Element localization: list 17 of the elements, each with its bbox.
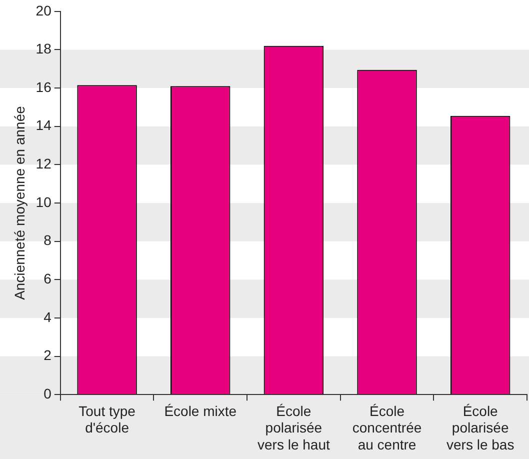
x-tick-label: École polarisée vers le bas	[446, 402, 514, 452]
y-tick-label: 10	[36, 194, 52, 210]
y-axis-title: Ancienneté moyenne en année	[11, 106, 28, 300]
y-tick-label: 8	[44, 232, 52, 248]
y-tick-label: 2	[44, 347, 52, 364]
y-tick-label: 6	[44, 270, 52, 286]
y-tick-label: 12	[36, 156, 52, 172]
y-tick-label: 18	[36, 40, 52, 57]
y-tick-label: 4	[44, 308, 52, 325]
x-tick-label: Tout type d'école	[78, 402, 136, 436]
y-tick-label: 16	[36, 78, 52, 95]
y-tick-label: 20	[36, 2, 52, 18]
x-tick-label: École mixte	[164, 402, 237, 419]
y-tick-label: 0	[44, 385, 52, 402]
x-tick-label: École concentrée au centre	[352, 402, 422, 452]
y-tick-label: 14	[36, 117, 52, 134]
x-tick-label: École polarisée vers le haut	[258, 402, 330, 452]
